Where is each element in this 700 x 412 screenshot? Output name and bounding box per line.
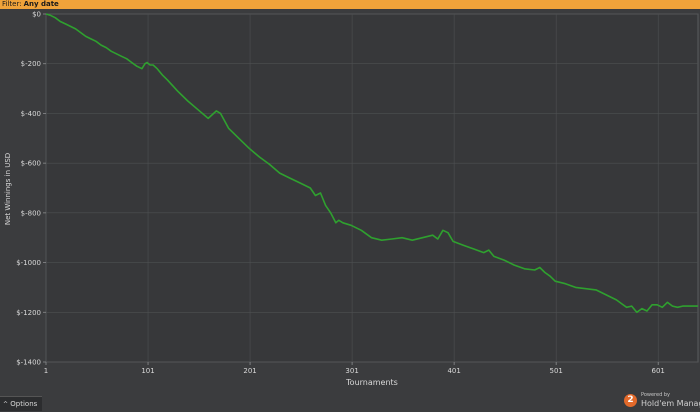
x-tick-label: 1: [44, 367, 48, 375]
powered-by-text: Powered by: [641, 392, 670, 398]
options-label: Options: [10, 400, 38, 408]
y-tick-label: $-600: [21, 160, 41, 168]
brand-name: Hold'em Manager: [641, 399, 700, 408]
y-tick-label: $-1400: [16, 359, 41, 367]
y-tick-label: $-400: [21, 110, 41, 118]
y-tick-label: $-1200: [16, 309, 41, 317]
filter-label: Filter:: [2, 0, 22, 8]
y-axis-label: Net Winnings in USD: [4, 153, 12, 225]
chevron-up-icon: ^: [3, 401, 9, 408]
y-tick-label: $-200: [21, 60, 41, 68]
x-tick-label: 401: [447, 367, 460, 375]
plot-area: [45, 13, 699, 363]
x-tick-label: 101: [141, 367, 154, 375]
y-tick-label: $-1000: [16, 259, 41, 267]
x-axis-ticks: 1 101 201 301 401 501 601: [44, 362, 665, 375]
y-axis-ticks: $0 $-200 $-400 $-600 $-800 $-1000 $-1200 $-1400: [16, 11, 46, 367]
x-tick-label: 201: [243, 367, 256, 375]
series-line: [45, 13, 698, 314]
options-button[interactable]: ^ Options: [0, 396, 42, 411]
filter-bar[interactable]: Filter: Any date: [0, 0, 700, 9]
brand-logo: 2 Powered by Hold'em Manager: [624, 392, 700, 410]
x-tick-label: 501: [549, 367, 562, 375]
net-winnings-chart: $0 $-200 $-400 $-600 $-800 $-1000 $-1200 $-1400…: [4, 11, 699, 387]
hm2-badge-icon: 2: [624, 394, 637, 407]
x-tick-label: 301: [345, 367, 358, 375]
grid-lines: [45, 13, 698, 363]
x-axis-label: Tournaments: [345, 378, 398, 387]
x-tick-label: 601: [652, 367, 665, 375]
filter-value[interactable]: Any date: [23, 0, 59, 8]
y-tick-label: $-800: [21, 209, 41, 217]
y-tick-label: $0: [32, 11, 41, 19]
